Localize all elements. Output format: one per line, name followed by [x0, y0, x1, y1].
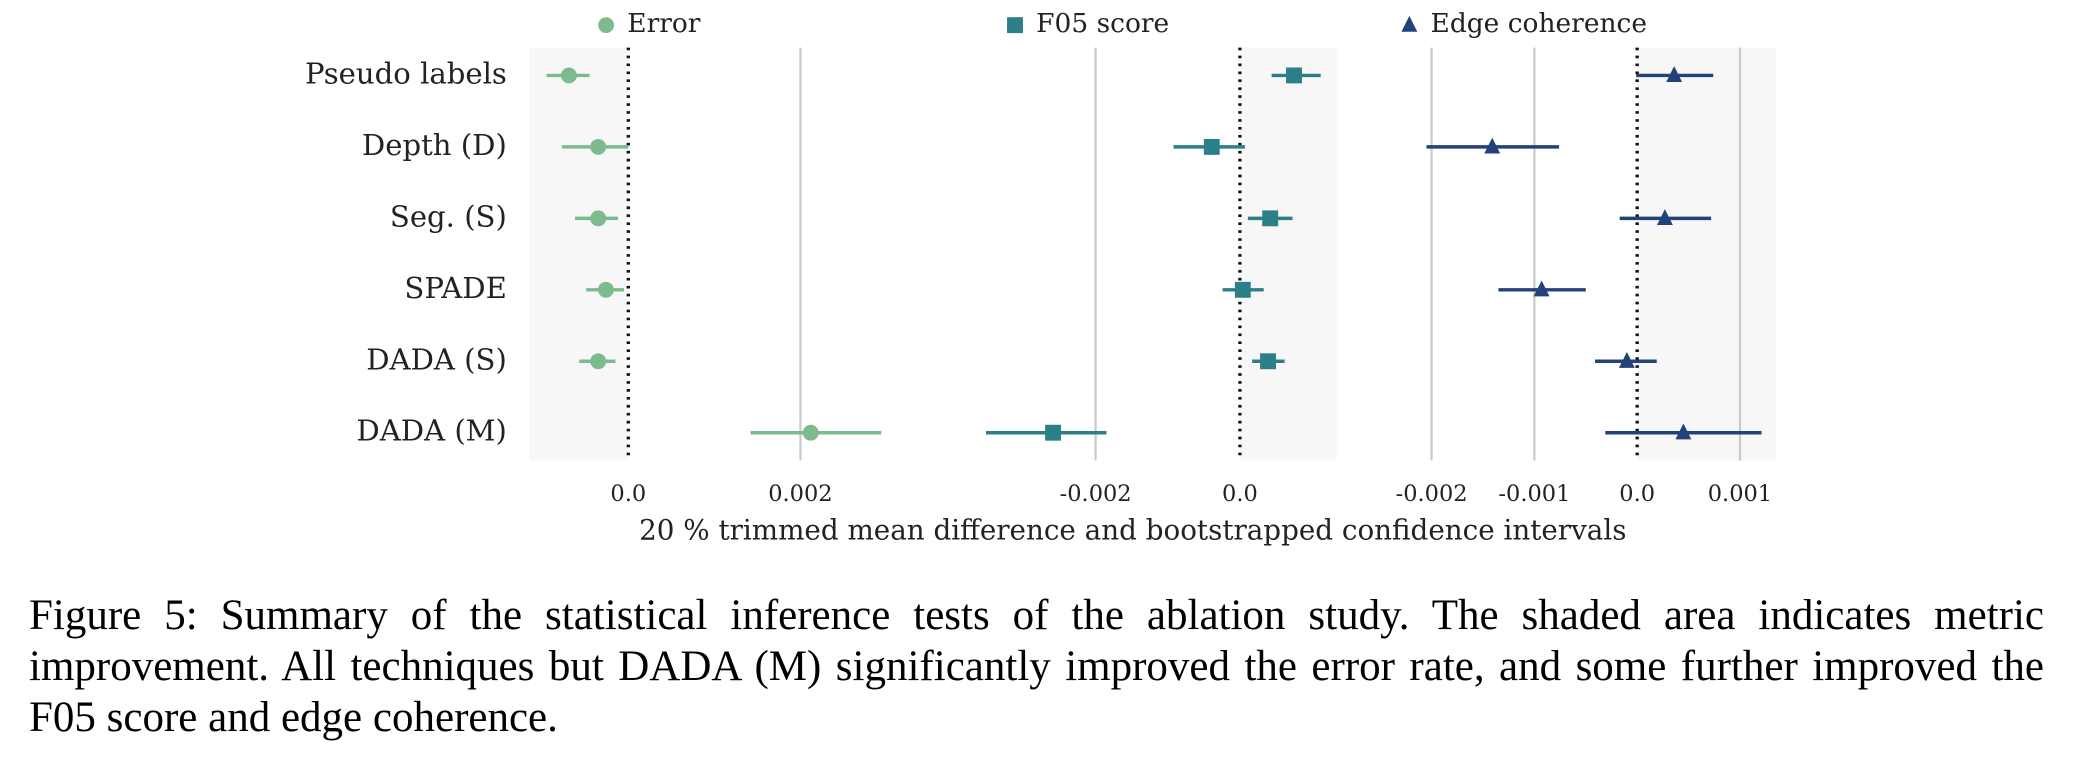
point [802, 424, 819, 441]
x-tick-label: 0.0 [1222, 481, 1258, 507]
legend-marker [598, 17, 615, 34]
point [590, 138, 607, 155]
legend-marker [1401, 15, 1418, 32]
point [1260, 353, 1276, 370]
legend-label: Edge coherence [1431, 8, 1647, 39]
point [1234, 281, 1251, 298]
point [560, 67, 577, 84]
category-label: Pseudo labels [305, 56, 507, 90]
x-axis-label: 20 % trimmed mean difference and bootstr… [639, 513, 1626, 546]
x-tick-label: 0.0 [610, 481, 646, 507]
category-label: DADA (M) [356, 414, 507, 448]
improvement-shade [529, 47, 629, 461]
point [1262, 210, 1279, 227]
legend-label: F05 score [1036, 8, 1169, 39]
point [1045, 424, 1062, 441]
x-tick-label: -0.001 [1498, 481, 1570, 507]
point [1484, 137, 1501, 154]
point [1618, 351, 1635, 368]
legend-marker [1007, 17, 1023, 34]
category-label: Seg. (S) [390, 199, 507, 233]
x-tick-label: 0.001 [1708, 481, 1772, 507]
category-label: SPADE [404, 271, 506, 305]
improvement-shade [1239, 47, 1337, 461]
x-tick-label: -0.002 [1396, 481, 1468, 507]
x-tick-label: 0.0 [1619, 481, 1655, 507]
x-tick-label: 0.002 [768, 481, 832, 507]
figure-caption: Figure 5: Summary of the statistical inf… [29, 592, 2044, 741]
point [590, 353, 607, 370]
point [1286, 67, 1302, 84]
category-label: DADA (S) [366, 342, 507, 376]
point [1533, 280, 1550, 297]
point [1666, 66, 1683, 83]
point [1656, 209, 1673, 225]
legend-label: Error [627, 8, 701, 39]
x-tick-label: -0.002 [1060, 481, 1132, 507]
point [597, 281, 614, 298]
improvement-shade [1637, 47, 1776, 461]
chart: 20 % trimmed mean difference and bootstr… [304, 8, 1776, 547]
point [1675, 423, 1692, 440]
point [590, 210, 607, 227]
category-label: Depth (D) [362, 128, 507, 162]
point [1203, 138, 1220, 155]
